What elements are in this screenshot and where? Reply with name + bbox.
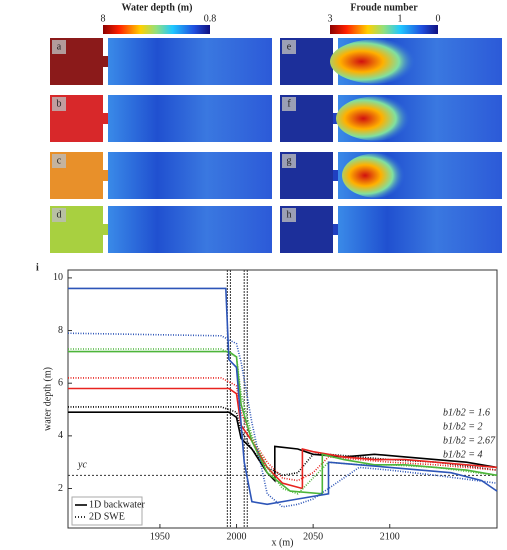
colorbar-label: 3	[328, 13, 333, 24]
letter-box	[282, 40, 296, 54]
panel-letter: c	[57, 155, 62, 166]
channel	[108, 95, 272, 142]
y-tick-label: 4	[58, 430, 63, 441]
panel-letter: b	[57, 98, 62, 109]
plot: 1950 2000 2050 2100 2 4 6 8 10 x (m) water depth (…	[42, 269, 498, 548]
legend-label: 1D backwater	[89, 499, 145, 510]
channel	[338, 206, 502, 253]
colorbar-label: 0	[436, 13, 441, 24]
gate-opening	[333, 113, 338, 124]
letter-box	[52, 208, 66, 222]
colorbar-label: 8	[101, 13, 106, 24]
plume	[342, 153, 408, 198]
y-axis-label: water depth (m)	[42, 367, 53, 431]
critical-depth-label: yc	[77, 460, 87, 471]
line-2d	[67, 332, 498, 508]
panel-letter: a	[57, 41, 62, 52]
plot-frame	[67, 269, 498, 529]
legend-label: b1/b2 = 1.6	[443, 407, 490, 418]
x-tick-label: 1950	[150, 531, 170, 542]
x-tick-label: 2000	[227, 531, 247, 542]
line-2d	[68, 377, 498, 482]
channel	[108, 38, 272, 85]
letter-box	[282, 208, 296, 222]
gate-opening	[333, 170, 338, 181]
letter-box	[52, 40, 66, 54]
gate-opening	[103, 170, 108, 181]
depth-title: Water depth (m)	[122, 2, 193, 13]
panel-letter: d	[57, 209, 62, 220]
channel	[108, 152, 272, 199]
panel-letter: h	[287, 209, 292, 220]
letter-box	[282, 97, 296, 111]
colorbar	[103, 25, 210, 34]
x-tick-label: 2100	[380, 531, 400, 542]
panel-letter: f	[287, 98, 291, 109]
y-tick-label: 6	[58, 378, 63, 389]
line-1d	[68, 350, 498, 495]
legend-label: b1/b2 = 4	[443, 449, 483, 460]
y-tick-label: 2	[58, 483, 63, 494]
plume	[330, 39, 420, 84]
y-tick-label: 10	[53, 272, 63, 283]
panels: a b c d e f g h	[50, 38, 502, 253]
colorbar-label: 0.8	[204, 13, 217, 24]
colorbar-label: 1	[398, 13, 403, 24]
line-1d	[68, 387, 498, 490]
x-axis-label: x (m)	[272, 537, 294, 548]
line-1d	[68, 411, 498, 483]
legend-label: b1/b2 = 2.67	[443, 435, 496, 446]
letter-box	[52, 97, 66, 111]
gate-opening	[103, 56, 108, 67]
legend-box	[71, 496, 143, 526]
gate-opening	[103, 113, 108, 124]
legend-label: 2D SWE	[89, 511, 125, 522]
froude-title: Froude number	[350, 2, 418, 13]
colorbar	[330, 25, 438, 34]
line-1d	[68, 287, 498, 506]
panel-letter: e	[287, 41, 292, 52]
plume	[336, 96, 414, 141]
panel-letter: g	[287, 155, 292, 166]
gate-opening	[103, 224, 108, 235]
x-tick-label: 2050	[303, 531, 323, 542]
legend-label: b1/b2 = 2	[443, 421, 483, 432]
y-tick-label: 8	[58, 325, 63, 336]
letter-box	[282, 154, 296, 168]
gate-opening	[333, 224, 338, 235]
figure-letter: i	[36, 262, 39, 273]
channel	[108, 206, 272, 253]
letter-box	[52, 154, 66, 168]
line-2d	[68, 348, 498, 495]
line-2d	[68, 406, 498, 477]
